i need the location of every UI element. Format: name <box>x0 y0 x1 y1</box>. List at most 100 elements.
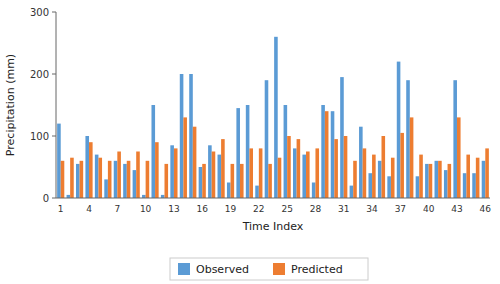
bar <box>114 161 118 198</box>
bar <box>429 164 433 198</box>
bar <box>368 173 372 198</box>
bar <box>453 80 457 198</box>
bar <box>444 170 448 198</box>
x-tick-label: 16 <box>197 204 209 214</box>
x-tick-label: 34 <box>366 204 378 214</box>
x-tick-label: 22 <box>253 204 264 214</box>
bar <box>249 148 253 198</box>
y-axis-label: Precipitation (mm) <box>4 54 17 156</box>
bar <box>155 142 159 198</box>
y-tick <box>52 198 56 199</box>
bar <box>85 136 89 198</box>
x-tick-label: 10 <box>140 204 152 214</box>
bar <box>127 161 131 198</box>
bar <box>315 148 319 198</box>
bar <box>236 108 240 198</box>
x-axis <box>56 198 490 199</box>
bar <box>98 158 102 198</box>
legend: ObservedPredicted <box>170 258 368 280</box>
bar <box>350 186 354 198</box>
legend-label: Observed <box>196 263 249 276</box>
bar <box>104 179 108 198</box>
bar <box>448 164 452 198</box>
bar <box>170 145 174 198</box>
bar <box>57 124 61 198</box>
bar <box>274 37 278 198</box>
bar <box>466 155 470 198</box>
bar <box>302 155 306 198</box>
bar <box>208 145 212 198</box>
bar <box>293 148 297 198</box>
chart: 010020030014710131619222528313437404346T… <box>0 0 500 284</box>
bar <box>231 164 235 198</box>
bar <box>476 158 480 198</box>
bar <box>246 105 250 198</box>
bar <box>331 111 335 198</box>
bar <box>463 173 467 198</box>
bar <box>189 74 193 198</box>
bar <box>174 148 178 198</box>
bar <box>353 161 357 198</box>
bar <box>218 155 222 198</box>
x-tick-label: 19 <box>225 204 237 214</box>
bar <box>334 139 338 198</box>
bar <box>255 186 259 198</box>
bar <box>482 161 486 198</box>
x-tick-label: 37 <box>395 204 406 214</box>
legend-swatch <box>178 263 190 275</box>
bar <box>400 133 404 198</box>
x-tick-label: 28 <box>310 204 322 214</box>
legend-swatch <box>273 263 285 275</box>
y-tick-label: 300 <box>30 7 49 18</box>
x-tick-label: 4 <box>86 204 92 214</box>
bar <box>183 117 187 198</box>
bar <box>193 127 197 198</box>
bar <box>199 167 203 198</box>
x-tick-label: 31 <box>338 204 349 214</box>
bar <box>382 136 386 198</box>
bar <box>406 80 410 198</box>
bar <box>80 161 84 198</box>
bar <box>419 155 423 198</box>
bar <box>76 164 80 198</box>
y-tick-label: 200 <box>30 69 49 80</box>
bar <box>89 142 93 198</box>
bars <box>57 37 489 198</box>
x-tick-label: 13 <box>168 204 179 214</box>
bar <box>306 152 310 199</box>
bar <box>146 161 150 198</box>
bar <box>457 117 461 198</box>
bar <box>359 127 363 198</box>
y-tick-label: 100 <box>30 131 49 142</box>
bar <box>378 161 382 198</box>
x-tick-label: 46 <box>480 204 492 214</box>
y-tick <box>52 74 56 75</box>
bar <box>391 158 395 198</box>
bar <box>151 105 155 198</box>
bar <box>485 148 489 198</box>
bar <box>202 164 206 198</box>
bar <box>165 164 169 198</box>
bar <box>387 176 391 198</box>
y-axis <box>56 12 57 198</box>
bar <box>70 158 74 198</box>
bar <box>287 136 291 198</box>
bar <box>284 105 288 198</box>
bar <box>340 77 344 198</box>
bar <box>108 161 112 198</box>
bar <box>227 183 231 199</box>
bar <box>425 164 429 198</box>
bar <box>312 183 316 199</box>
bar <box>61 161 65 198</box>
bar <box>95 155 99 198</box>
bar <box>278 158 282 198</box>
x-tick-label: 1 <box>58 204 64 214</box>
y-tick-label: 0 <box>43 193 49 204</box>
bar <box>133 170 137 198</box>
bar <box>259 148 263 198</box>
bar <box>372 155 376 198</box>
bar <box>472 173 476 198</box>
bar <box>268 164 272 198</box>
x-tick-label: 7 <box>114 204 120 214</box>
bar <box>410 117 414 198</box>
